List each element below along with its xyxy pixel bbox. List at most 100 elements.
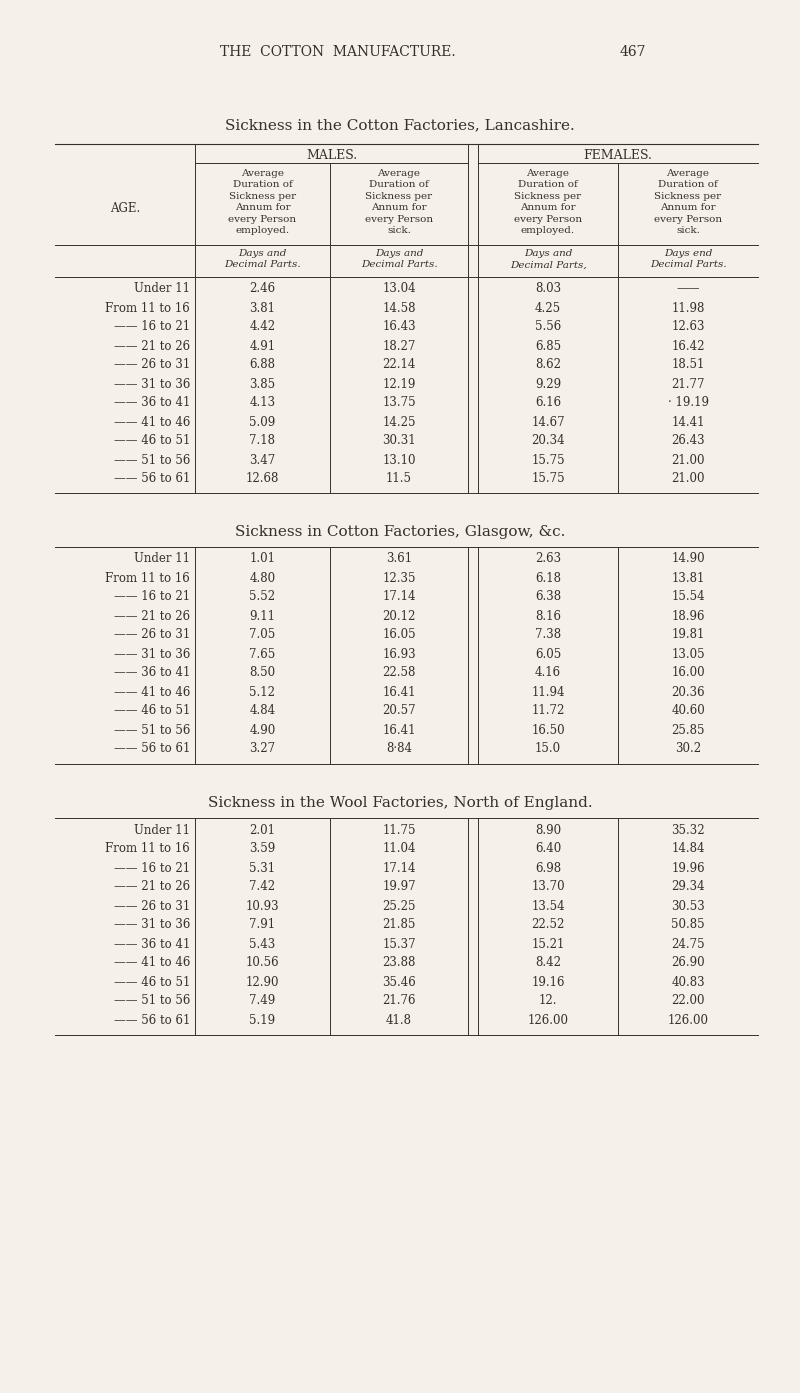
Text: 12.63: 12.63	[671, 320, 705, 333]
Text: —— 51 to 56: —— 51 to 56	[114, 454, 190, 467]
Text: Under 11: Under 11	[134, 823, 190, 837]
Text: 17.14: 17.14	[382, 591, 416, 603]
Text: 3.81: 3.81	[250, 301, 275, 315]
Text: 5.56: 5.56	[535, 320, 561, 333]
Text: 30.31: 30.31	[382, 435, 416, 447]
Text: Average
Duration of
Sickness per
Annum for
every Person
sick.: Average Duration of Sickness per Annum f…	[365, 169, 433, 235]
Text: 22.52: 22.52	[531, 918, 565, 932]
Text: 6.38: 6.38	[535, 591, 561, 603]
Text: From 11 to 16: From 11 to 16	[106, 843, 190, 855]
Text: 15.21: 15.21	[531, 937, 565, 950]
Text: 8.50: 8.50	[250, 666, 275, 680]
Text: 13.75: 13.75	[382, 397, 416, 410]
Text: 7.91: 7.91	[250, 918, 275, 932]
Text: 40.83: 40.83	[671, 975, 705, 989]
Text: 20.57: 20.57	[382, 705, 416, 717]
Text: 8.90: 8.90	[535, 823, 561, 837]
Text: 11.72: 11.72	[531, 705, 565, 717]
Text: 5.09: 5.09	[250, 415, 276, 429]
Text: 14.41: 14.41	[671, 415, 705, 429]
Text: —— 36 to 41: —— 36 to 41	[114, 397, 190, 410]
Text: 4.25: 4.25	[535, 301, 561, 315]
Text: 4.91: 4.91	[250, 340, 275, 352]
Text: 15.75: 15.75	[531, 472, 565, 486]
Text: 23.88: 23.88	[382, 957, 416, 970]
Text: 3.47: 3.47	[250, 454, 276, 467]
Text: 12.68: 12.68	[246, 472, 279, 486]
Text: 20.34: 20.34	[531, 435, 565, 447]
Text: 16.41: 16.41	[382, 685, 416, 698]
Text: 21.00: 21.00	[671, 454, 705, 467]
Text: 6.18: 6.18	[535, 571, 561, 585]
Text: Days and
Decimal Parts.: Days and Decimal Parts.	[361, 249, 438, 269]
Text: 1.01: 1.01	[250, 553, 275, 566]
Text: 19.96: 19.96	[671, 861, 705, 875]
Text: 15.0: 15.0	[535, 742, 561, 755]
Text: —— 31 to 36: —— 31 to 36	[114, 648, 190, 660]
Text: 16.93: 16.93	[382, 648, 416, 660]
Text: 12.35: 12.35	[382, 571, 416, 585]
Text: THE  COTTON  MANUFACTURE.: THE COTTON MANUFACTURE.	[220, 45, 456, 59]
Text: 20.36: 20.36	[671, 685, 705, 698]
Text: 10.93: 10.93	[246, 900, 279, 912]
Text: 15.75: 15.75	[531, 454, 565, 467]
Text: 4.42: 4.42	[250, 320, 275, 333]
Text: 13.10: 13.10	[382, 454, 416, 467]
Text: 16.05: 16.05	[382, 628, 416, 642]
Text: 8.42: 8.42	[535, 957, 561, 970]
Text: 11.98: 11.98	[671, 301, 705, 315]
Text: 4.80: 4.80	[250, 571, 275, 585]
Text: 13.54: 13.54	[531, 900, 565, 912]
Text: 8.03: 8.03	[535, 283, 561, 295]
Text: 14.67: 14.67	[531, 415, 565, 429]
Text: 35.32: 35.32	[671, 823, 705, 837]
Text: Sickness in the Wool Factories, North of England.: Sickness in the Wool Factories, North of…	[208, 795, 592, 809]
Text: 7.49: 7.49	[250, 995, 276, 1007]
Text: 15.37: 15.37	[382, 937, 416, 950]
Text: 18.27: 18.27	[382, 340, 416, 352]
Text: 26.43: 26.43	[671, 435, 705, 447]
Text: 3.59: 3.59	[250, 843, 276, 855]
Text: 30.53: 30.53	[671, 900, 705, 912]
Text: —— 16 to 21: —— 16 to 21	[114, 591, 190, 603]
Text: 13.04: 13.04	[382, 283, 416, 295]
Text: 4.13: 4.13	[250, 397, 275, 410]
Text: 10.56: 10.56	[246, 957, 279, 970]
Text: Sickness in Cotton Factories, Glasgow, &c.: Sickness in Cotton Factories, Glasgow, &…	[235, 525, 565, 539]
Text: From 11 to 16: From 11 to 16	[106, 571, 190, 585]
Text: 3.85: 3.85	[250, 378, 275, 390]
Text: 6.98: 6.98	[535, 861, 561, 875]
Text: 13.05: 13.05	[671, 648, 705, 660]
Text: 126.00: 126.00	[667, 1014, 709, 1027]
Text: 40.60: 40.60	[671, 705, 705, 717]
Text: Sickness in the Cotton Factories, Lancashire.: Sickness in the Cotton Factories, Lancas…	[225, 118, 575, 132]
Text: 20.12: 20.12	[382, 610, 416, 623]
Text: 8.62: 8.62	[535, 358, 561, 372]
Text: Days and
Decimal Parts.: Days and Decimal Parts.	[224, 249, 301, 269]
Text: 3.61: 3.61	[386, 553, 412, 566]
Text: 30.2: 30.2	[675, 742, 701, 755]
Text: 11.04: 11.04	[382, 843, 416, 855]
Text: 7.05: 7.05	[250, 628, 276, 642]
Text: From 11 to 16: From 11 to 16	[106, 301, 190, 315]
Text: 9.11: 9.11	[250, 610, 275, 623]
Text: 14.25: 14.25	[382, 415, 416, 429]
Text: 14.84: 14.84	[671, 843, 705, 855]
Text: 24.75: 24.75	[671, 937, 705, 950]
Text: Average
Duration of
Sickness per
Annum for
every Person
employed.: Average Duration of Sickness per Annum f…	[514, 169, 582, 235]
Text: 8·84: 8·84	[386, 742, 412, 755]
Text: Under 11: Under 11	[134, 283, 190, 295]
Text: —— 56 to 61: —— 56 to 61	[114, 742, 190, 755]
Text: 6.85: 6.85	[535, 340, 561, 352]
Text: —— 51 to 56: —— 51 to 56	[114, 723, 190, 737]
Text: 5.12: 5.12	[250, 685, 275, 698]
Text: —— 51 to 56: —— 51 to 56	[114, 995, 190, 1007]
Text: FEMALES.: FEMALES.	[583, 149, 653, 162]
Text: Days end
Decimal Parts.: Days end Decimal Parts.	[650, 249, 726, 269]
Text: AGE.: AGE.	[110, 202, 140, 216]
Text: 5.43: 5.43	[250, 937, 276, 950]
Text: 3.27: 3.27	[250, 742, 275, 755]
Text: —— 56 to 61: —— 56 to 61	[114, 472, 190, 486]
Text: —— 56 to 61: —— 56 to 61	[114, 1014, 190, 1027]
Text: —— 36 to 41: —— 36 to 41	[114, 937, 190, 950]
